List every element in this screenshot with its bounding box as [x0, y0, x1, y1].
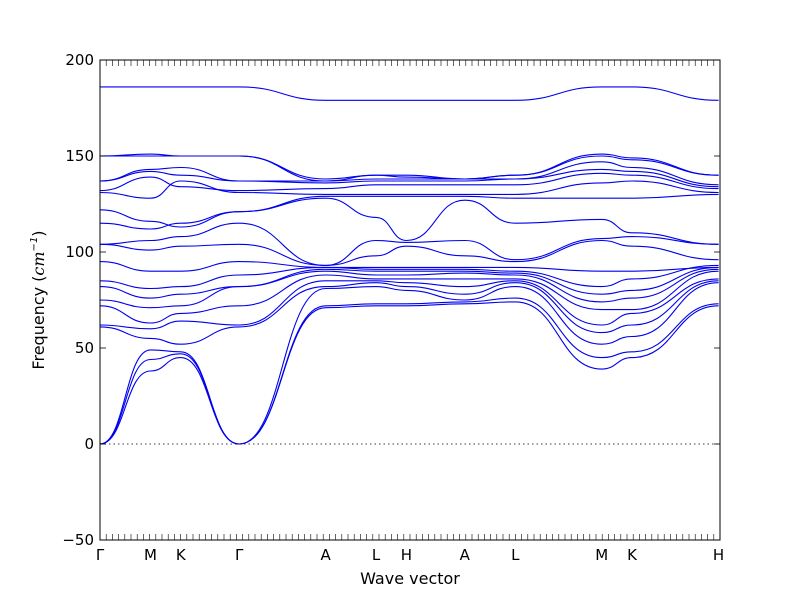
x-tick-label: L [511, 546, 520, 564]
x-tick-label: H [401, 546, 412, 564]
band-line-11 [99, 239, 719, 266]
x-tick-label: A [460, 546, 471, 564]
band-line-2 [99, 297, 719, 445]
band-line-8 [99, 266, 719, 299]
band-line-17 [99, 168, 719, 188]
band-line-14 [99, 193, 719, 228]
band-line-18 [99, 161, 719, 186]
band-line-1 [99, 301, 719, 445]
band-line-15 [99, 180, 719, 199]
x-tick-label: M [595, 546, 608, 564]
y-tick-label: −50 [62, 531, 94, 549]
band-line-20 [99, 153, 719, 180]
band-line-21 [100, 86, 719, 101]
band-line-10 [99, 261, 719, 272]
x-tick-label: K [627, 546, 638, 564]
y-axis-ticks: −50 0 50 100 150 200 [62, 51, 720, 549]
y-tick-label: 0 [84, 435, 94, 453]
band-lines [99, 86, 719, 445]
x-tick-label: M [144, 546, 157, 564]
band-line-13 [99, 197, 719, 245]
band-line-4 [99, 280, 719, 345]
y-axis-label: Frequency (cm−1) [29, 230, 48, 369]
x-tick-label: L [372, 546, 381, 564]
band-line-6 [99, 270, 719, 324]
band-line-5 [99, 278, 719, 330]
band-line-9 [99, 264, 719, 290]
y-tick-label: 50 [75, 339, 94, 357]
x-tick-label: A [321, 546, 332, 564]
x-tick-label: Γ [96, 546, 105, 564]
y-tick-label: 100 [65, 243, 94, 261]
band-line-12 [99, 222, 719, 266]
y-tick-label: 200 [65, 51, 94, 69]
x-tick-label: H [713, 546, 724, 564]
y-tick-label: 150 [65, 147, 94, 165]
x-tick-label: Γ [235, 546, 244, 564]
x-axis-label: Wave vector [360, 569, 460, 588]
plot-frame [99, 59, 721, 541]
band-line-7 [99, 268, 719, 309]
band-line-3 [99, 282, 719, 445]
band-line-16 [99, 172, 719, 192]
x-tick-label: K [176, 546, 187, 564]
